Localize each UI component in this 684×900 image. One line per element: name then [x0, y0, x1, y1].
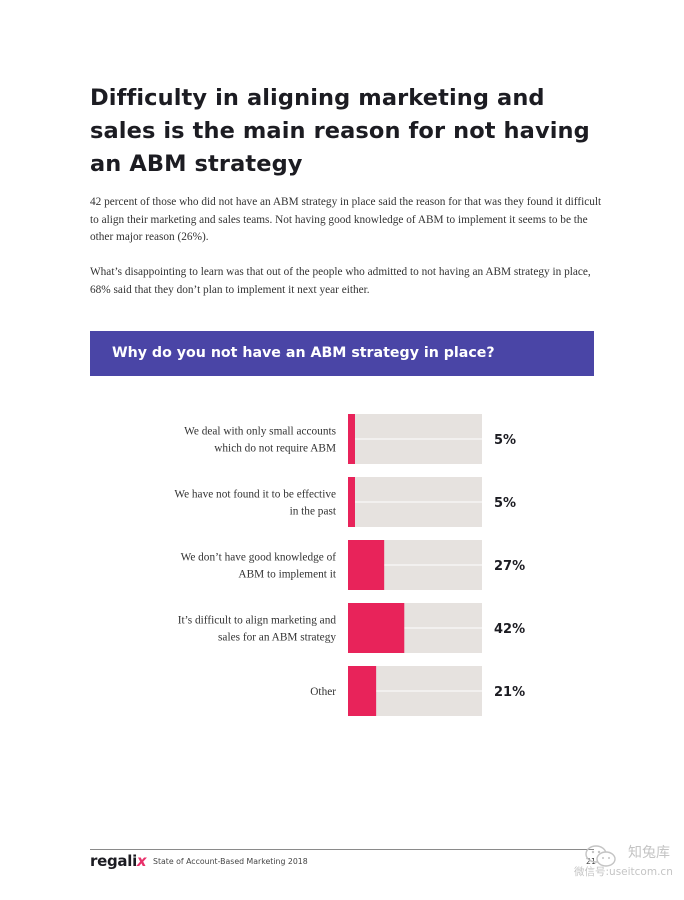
footer-divider [90, 849, 594, 850]
category-label: It’s difficult to align marketing and [178, 615, 337, 627]
bar [348, 666, 377, 716]
watermark-line-1: 知兔库 [628, 845, 670, 861]
category-label: We don’t have good knowledge of [181, 552, 337, 564]
body-paragraph-2: What’s disappointing to learn was that o… [90, 266, 591, 296]
logo-text: regali [90, 852, 137, 870]
category-label: We deal with only small accounts [184, 426, 336, 438]
body-paragraph-1: 42 percent of those who did not have an … [90, 196, 602, 243]
bar [348, 540, 385, 590]
category-label: Other [310, 686, 336, 698]
category-label: which do not require ABM [214, 443, 336, 455]
chart-title-banner: Why do you not have an ABM strategy in p… [90, 331, 594, 376]
category-label: sales for an ABM strategy [218, 632, 336, 644]
value-label: 21% [494, 685, 525, 700]
logo-accent: x [136, 852, 147, 870]
footer-report-title: State of Account-Based Marketing 2018 [153, 857, 308, 866]
bar [348, 414, 355, 464]
page-number: 21 [586, 857, 596, 866]
watermark-line-2: 微信号:useitcom.cn [574, 866, 673, 878]
value-label: 27% [494, 559, 525, 574]
bar [348, 603, 405, 653]
category-label: We have not found it to be effective [174, 489, 336, 501]
bar [348, 477, 355, 527]
chart-title: Why do you not have an ABM strategy in p… [112, 345, 495, 361]
value-label: 42% [494, 622, 525, 637]
category-label: in the past [290, 506, 337, 518]
regalix-logo: regalix [90, 852, 147, 870]
bar-chart: We deal with only small accounts which do… [174, 414, 525, 716]
page-heading: Difficulty in aligning marketing and sal… [90, 85, 590, 177]
value-label: 5% [494, 433, 516, 448]
value-label: 5% [494, 496, 516, 511]
category-label: ABM to implement it [238, 569, 336, 581]
